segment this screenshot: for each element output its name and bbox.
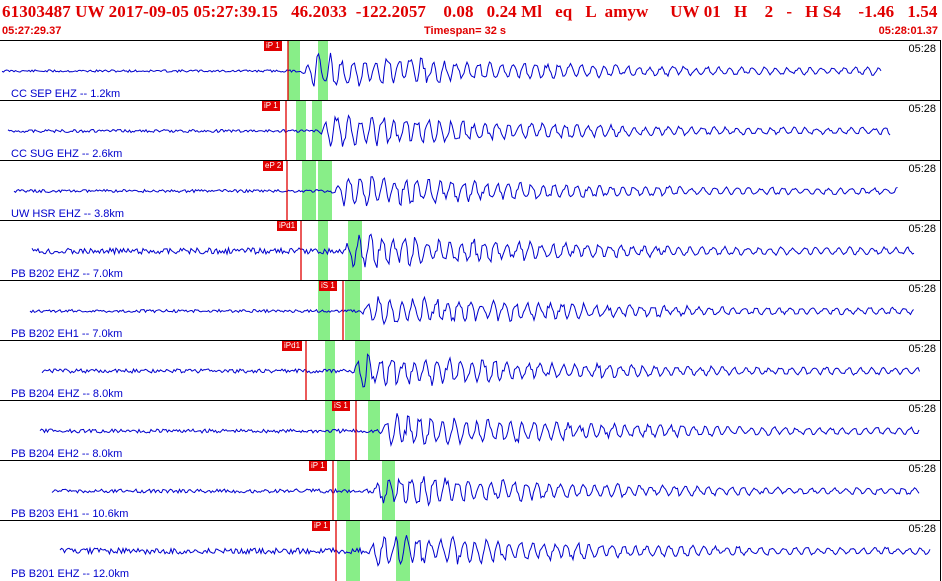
waveform-trace — [7, 114, 891, 147]
station-label: PB B202 EHZ -- 7.0km — [10, 268, 124, 280]
trace-panel[interactable]: iP 1 CC SUG EHZ -- 2.6km 05:28 — [0, 100, 941, 161]
station-label: PB B204 EHZ -- 8.0km — [10, 388, 124, 400]
pick-window-band — [318, 221, 328, 281]
trace-panel[interactable]: iP 1 PB B203 EH1 -- 10.6km 05:28 — [0, 460, 941, 521]
waveform-trace — [41, 353, 920, 388]
pick-label[interactable]: iPd1 — [277, 221, 298, 231]
panel-time-label: 05:28 — [908, 223, 936, 235]
trace-panel[interactable]: iP 1 PB B201 EHZ -- 12.0km 05:28 — [0, 520, 941, 581]
waveform-plot — [13, 161, 898, 221]
pick-label[interactable]: iS 1 — [332, 401, 350, 411]
trace-panel[interactable]: eP 2 UW HSR EHZ -- 3.8km 05:28 — [0, 160, 941, 221]
waveform-plot — [29, 281, 914, 341]
station-label: PB B202 EH1 -- 7.0km — [10, 328, 124, 340]
pick-window-band — [302, 161, 316, 221]
pick-window-band — [296, 101, 306, 161]
panel-time-label: 05:28 — [908, 283, 936, 295]
panel-time-label: 05:28 — [908, 163, 936, 175]
pick-window-band — [318, 161, 332, 221]
waveform-trace — [51, 476, 920, 507]
waveform-plot — [41, 341, 920, 401]
trace-panel[interactable]: iS 1 PB B204 EH2 -- 8.0km 05:28 — [0, 400, 941, 461]
end-time-label: 05:28:01.37 — [878, 25, 938, 37]
waveform-trace — [59, 535, 931, 567]
panel-time-label: 05:28 — [908, 343, 936, 355]
waveform-plot — [39, 401, 920, 461]
pick-window-band — [355, 341, 370, 401]
event-summary-line: 61303487 UW 2017-09-05 05:27:39.15 46.20… — [2, 2, 938, 21]
panel-time-label: 05:28 — [908, 523, 936, 535]
waveform-plot — [1, 41, 882, 101]
station-label: UW HSR EHZ -- 3.8km — [10, 208, 126, 220]
waveform-trace — [31, 233, 915, 268]
waveform-trace — [39, 413, 920, 448]
pick-window-band — [325, 401, 335, 461]
start-time-label: 05:27:29.37 — [2, 25, 62, 37]
pick-window-band — [312, 101, 322, 161]
waveform-plot — [59, 521, 931, 581]
panel-time-label: 05:28 — [908, 403, 936, 415]
panel-time-label: 05:28 — [908, 43, 936, 55]
station-label: CC SEP EHZ -- 1.2km — [10, 88, 122, 100]
waveform-plot — [51, 461, 920, 521]
waveform-trace — [29, 295, 914, 326]
waveform-trace — [1, 52, 882, 87]
pick-window-band — [382, 461, 395, 521]
pick-label[interactable]: iP 1 — [264, 41, 282, 51]
station-label: CC SUG EHZ -- 2.6km — [10, 148, 124, 160]
panel-time-label: 05:28 — [908, 103, 936, 115]
pick-window-band — [288, 41, 300, 101]
pick-label[interactable]: iS 1 — [319, 281, 337, 291]
trace-panel[interactable]: iPd1 PB B202 EHZ -- 7.0km 05:28 — [0, 220, 941, 281]
event-header: 61303487 UW 2017-09-05 05:27:39.15 46.20… — [0, 0, 942, 37]
pick-label[interactable]: iP 1 — [309, 461, 327, 471]
station-label: PB B204 EH2 -- 8.0km — [10, 448, 124, 460]
pick-window-band — [348, 221, 362, 281]
waveform-plot — [31, 221, 915, 281]
station-label: PB B203 EH1 -- 10.6km — [10, 508, 130, 520]
pick-window-band — [337, 461, 350, 521]
waveform-plot — [7, 101, 891, 161]
seismogram-panels: iP 1 CC SEP EHZ -- 1.2km 05:28 iP 1 CC SUG E… — [0, 40, 942, 581]
timespan-label: Timespan= 32 s — [424, 25, 507, 37]
station-label: PB B201 EHZ -- 12.0km — [10, 568, 130, 580]
pick-label[interactable]: iP 1 — [262, 101, 280, 111]
pick-label[interactable]: eP 2 — [263, 161, 284, 171]
pick-window-band — [346, 521, 360, 581]
trace-panel[interactable]: iP 1 CC SEP EHZ -- 1.2km 05:28 — [0, 40, 941, 101]
trace-panel[interactable]: iPd1 PB B204 EHZ -- 8.0km 05:28 — [0, 340, 941, 401]
pick-window-band — [325, 341, 335, 401]
pick-label[interactable]: iPd1 — [282, 341, 303, 351]
pick-window-band — [318, 41, 328, 101]
trace-panel[interactable]: iS 1 PB B202 EH1 -- 7.0km 05:28 — [0, 280, 941, 341]
pick-label[interactable]: iP 1 — [312, 521, 330, 531]
waveform-trace — [13, 176, 898, 207]
panel-time-label: 05:28 — [908, 463, 936, 475]
